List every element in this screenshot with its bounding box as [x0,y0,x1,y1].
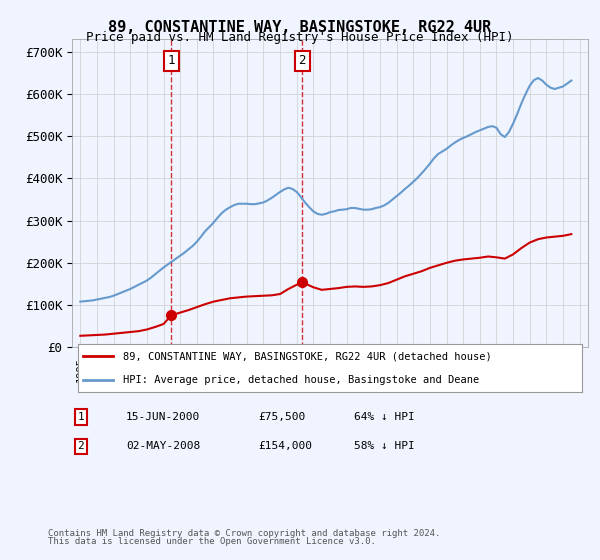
Text: Contains HM Land Registry data © Crown copyright and database right 2024.: Contains HM Land Registry data © Crown c… [48,529,440,538]
Text: 64% ↓ HPI: 64% ↓ HPI [354,412,415,422]
Text: 58% ↓ HPI: 58% ↓ HPI [354,441,415,451]
Text: 1: 1 [167,54,175,67]
Text: 02-MAY-2008: 02-MAY-2008 [126,441,200,451]
Text: 89, CONSTANTINE WAY, BASINGSTOKE, RG22 4UR: 89, CONSTANTINE WAY, BASINGSTOKE, RG22 4… [109,20,491,35]
Text: This data is licensed under the Open Government Licence v3.0.: This data is licensed under the Open Gov… [48,537,376,546]
Text: 15-JUN-2000: 15-JUN-2000 [126,412,200,422]
Text: 89, CONSTANTINE WAY, BASINGSTOKE, RG22 4UR (detached house): 89, CONSTANTINE WAY, BASINGSTOKE, RG22 4… [124,351,492,361]
Text: HPI: Average price, detached house, Basingstoke and Deane: HPI: Average price, detached house, Basi… [124,375,479,385]
Text: 1: 1 [77,412,85,422]
Text: £154,000: £154,000 [258,441,312,451]
Text: 2: 2 [77,441,85,451]
Text: 2: 2 [299,54,306,67]
Text: Price paid vs. HM Land Registry's House Price Index (HPI): Price paid vs. HM Land Registry's House … [86,31,514,44]
Text: £75,500: £75,500 [258,412,305,422]
